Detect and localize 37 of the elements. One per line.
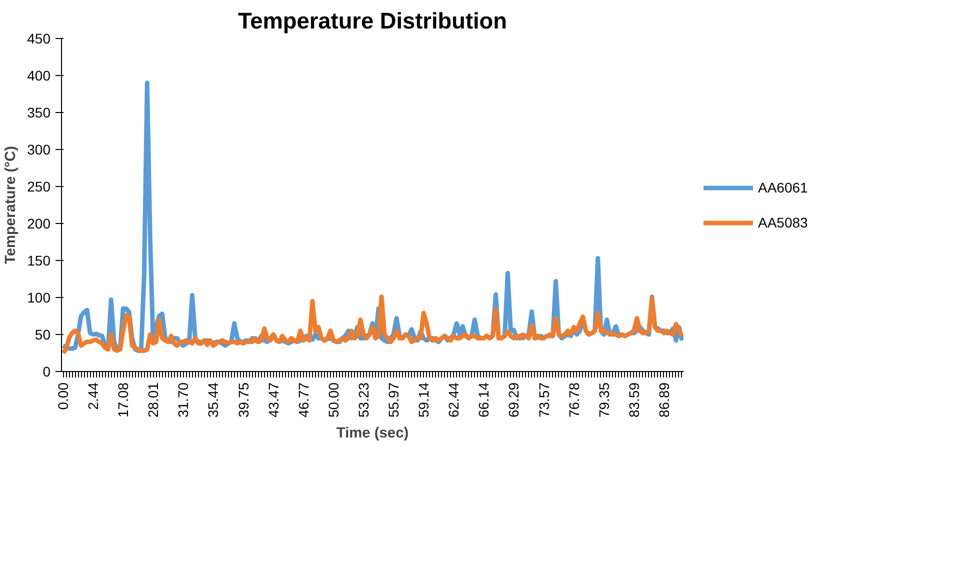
chart-title: Temperature Distribution xyxy=(238,8,507,34)
y-tick-label: 150 xyxy=(27,252,51,268)
legend-label: AA6061 xyxy=(758,179,808,195)
y-tick-label: 100 xyxy=(27,290,51,306)
x-axis-title: Time (sec) xyxy=(336,426,409,442)
x-tick-label: 17.08 xyxy=(115,382,132,418)
line-series xyxy=(62,294,684,356)
x-tick-label: 59.14 xyxy=(416,382,432,418)
y-tick-label: 250 xyxy=(27,178,51,194)
x-tick-label: 83.59 xyxy=(626,382,642,418)
x-tick-label: 2.44 xyxy=(85,382,102,410)
legend-label: AA5083 xyxy=(758,214,808,230)
x-tick-label: 35.44 xyxy=(205,382,222,418)
x-tick-label: 62.44 xyxy=(446,382,462,418)
x-tick-label: 43.47 xyxy=(265,382,282,418)
x-tick-label: 66.14 xyxy=(476,382,492,418)
y-axis-title: Temperature (°C) xyxy=(3,146,20,264)
x-tick-label: 86.89 xyxy=(656,382,672,418)
x-tick-label: 39.75 xyxy=(235,382,252,418)
y-tick-label: 0 xyxy=(42,364,51,380)
x-tick-label: 76.78 xyxy=(566,382,582,418)
x-tick-label: 28.01 xyxy=(145,382,162,418)
x-tick-label: 31.70 xyxy=(175,382,192,418)
x-tick-label: 69.29 xyxy=(506,382,522,418)
y-tick-label: 350 xyxy=(27,104,51,120)
x-tick-label: 55.97 xyxy=(386,382,402,418)
y-tick-label: 300 xyxy=(27,142,51,158)
y-tick-label: 50 xyxy=(34,326,51,342)
x-tick-label: 79.35 xyxy=(596,382,612,418)
y-tick-label: 400 xyxy=(27,68,51,84)
x-tick-label: 46.77 xyxy=(295,382,312,418)
x-tick-label: 53.23 xyxy=(355,382,372,418)
x-tick-label: 50.00 xyxy=(325,382,342,418)
y-tick-label: 200 xyxy=(27,216,51,232)
x-tick-label: 73.57 xyxy=(536,382,552,418)
x-tick-label: 0.00 xyxy=(55,382,71,410)
y-tick-label: 450 xyxy=(27,30,51,46)
